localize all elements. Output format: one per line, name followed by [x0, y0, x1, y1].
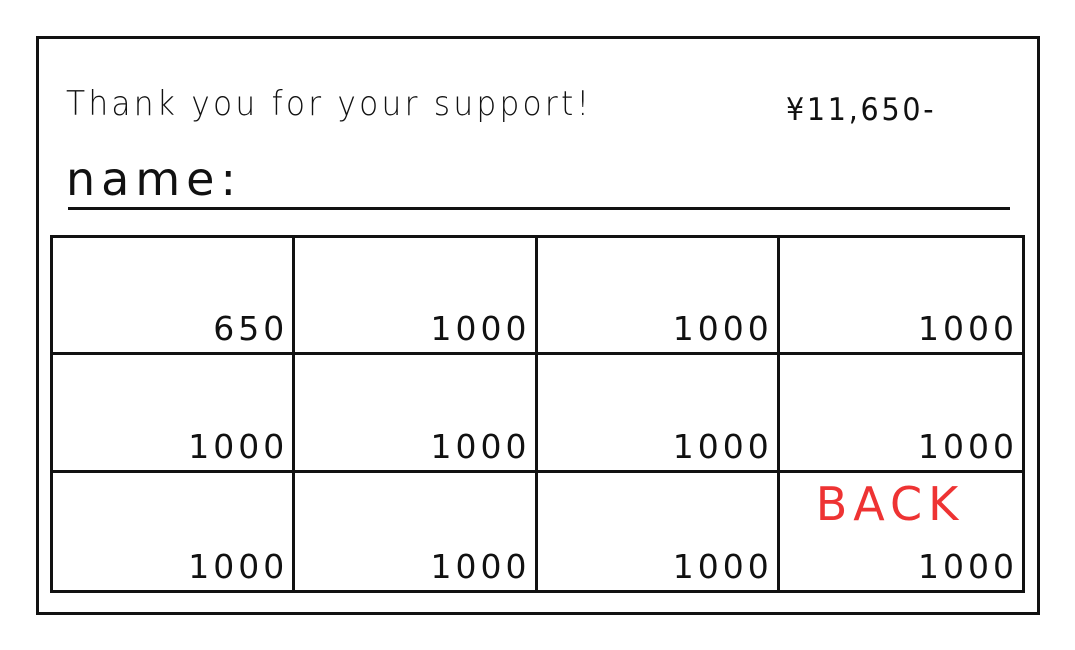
amount-value: 1000 — [188, 426, 289, 466]
amount-value: 1000 — [672, 309, 773, 349]
amount-value: 1000 — [430, 309, 531, 349]
amount-value: 1000 — [918, 426, 1018, 466]
amount-value: 1000 — [672, 426, 773, 466]
name-label: name: — [66, 152, 242, 206]
amount-cell[interactable]: 1000 — [53, 472, 296, 590]
amount-cell[interactable]: 650 — [53, 238, 296, 356]
back-button[interactable]: BACK — [815, 476, 965, 531]
amount-cell[interactable]: 1000 — [295, 472, 538, 590]
amount-grid: 650 1000 1000 1000 1000 1000 1000 1000 1… — [50, 235, 1025, 593]
amount-value: 1000 — [918, 309, 1018, 349]
amount-cell[interactable]: 1000 — [53, 355, 296, 473]
name-underline — [68, 207, 1010, 210]
amount-value: 1000 — [918, 547, 1018, 586]
amount-cell[interactable]: 1000 — [779, 238, 1022, 356]
amount-value: 1000 — [430, 426, 531, 466]
amount-cell[interactable]: 1000 — [295, 355, 538, 473]
amount-value: 1000 — [188, 547, 289, 586]
amount-cell[interactable]: 1000 — [779, 355, 1022, 473]
support-card — [36, 36, 1040, 615]
amount-cell[interactable]: 1000 — [295, 238, 538, 356]
amount-cell[interactable]: 1000 — [537, 355, 780, 473]
total-amount: ¥11,650- — [786, 92, 937, 128]
amount-cell[interactable]: 1000 — [537, 238, 780, 356]
amount-value: 1000 — [672, 547, 773, 586]
thanks-message: Thank you for your support! — [66, 84, 593, 124]
amount-value: 1000 — [430, 547, 531, 586]
amount-cell[interactable]: 1000 — [538, 472, 780, 590]
amount-value: 650 — [213, 309, 289, 349]
amount-cell[interactable]: BACK 1000 — [780, 473, 1022, 590]
